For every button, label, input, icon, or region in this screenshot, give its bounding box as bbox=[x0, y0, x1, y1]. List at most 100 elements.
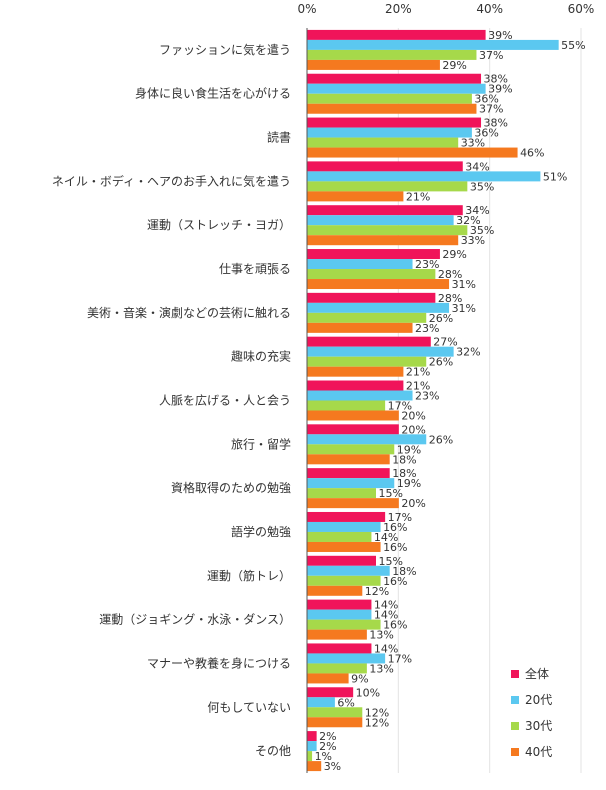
data-label: 35% bbox=[470, 224, 494, 237]
bar bbox=[307, 117, 482, 128]
bar bbox=[307, 761, 322, 772]
bar bbox=[307, 49, 477, 60]
data-label: 23% bbox=[415, 258, 439, 271]
bar bbox=[307, 585, 363, 596]
data-label: 23% bbox=[415, 322, 439, 335]
data-label: 20% bbox=[401, 410, 425, 423]
bar bbox=[307, 161, 463, 172]
bar bbox=[307, 565, 390, 576]
bar bbox=[307, 83, 486, 94]
bar bbox=[307, 697, 335, 708]
bars bbox=[307, 29, 559, 772]
data-label: 3% bbox=[324, 760, 341, 773]
bar bbox=[307, 488, 376, 499]
category-label: 身体に良い食生活を心がける bbox=[135, 86, 291, 101]
category-label: 運動（ジョギング・水泳・ダンス） bbox=[99, 612, 291, 627]
bar bbox=[307, 731, 317, 742]
bar bbox=[307, 302, 450, 313]
bar bbox=[307, 444, 395, 455]
data-label: 12% bbox=[365, 706, 389, 719]
bar bbox=[307, 225, 468, 236]
category-label: 運動（筋トレ） bbox=[207, 568, 291, 583]
bar bbox=[307, 29, 486, 40]
bar bbox=[307, 400, 386, 411]
legend: 全体 20代 30代 40代 bbox=[511, 666, 552, 759]
data-label: 34% bbox=[465, 204, 489, 217]
bar bbox=[307, 336, 431, 347]
legend-label: 全体 bbox=[525, 666, 549, 681]
data-label: 15% bbox=[379, 555, 403, 568]
bar bbox=[307, 531, 372, 542]
category-label: 何もしていない bbox=[207, 700, 291, 714]
bar bbox=[307, 103, 477, 114]
data-label: 26% bbox=[429, 312, 453, 325]
category-label: 語学の勉強 bbox=[231, 524, 291, 539]
category-label: マナーや教養を身につける bbox=[147, 655, 291, 670]
data-label: 18% bbox=[392, 467, 416, 480]
x-tick-label: 0% bbox=[297, 2, 316, 16]
data-label: 21% bbox=[406, 380, 430, 393]
data-label: 29% bbox=[442, 59, 466, 72]
data-label: 28% bbox=[438, 292, 462, 305]
data-label: 27% bbox=[433, 336, 457, 349]
data-label: 32% bbox=[456, 346, 480, 359]
data-label: 13% bbox=[369, 629, 393, 642]
data-label: 55% bbox=[561, 39, 585, 52]
data-label: 31% bbox=[452, 278, 476, 291]
data-label: 6% bbox=[337, 696, 354, 709]
data-label: 12% bbox=[365, 716, 389, 729]
bar bbox=[307, 269, 436, 280]
data-label: 33% bbox=[461, 137, 485, 150]
data-label: 16% bbox=[383, 541, 407, 554]
data-label: 19% bbox=[397, 443, 421, 456]
bar bbox=[307, 312, 427, 323]
bar bbox=[307, 619, 381, 630]
bar bbox=[307, 687, 354, 698]
bar bbox=[307, 39, 559, 50]
bar bbox=[307, 454, 390, 465]
data-label: 29% bbox=[442, 248, 466, 261]
bar bbox=[307, 249, 440, 260]
data-label: 14% bbox=[374, 609, 398, 622]
category-labels: ファッションに気を遣う身体に良い食生活を心がける読書ネイル・ボディ・ヘアのお手入… bbox=[52, 42, 291, 758]
bar bbox=[307, 653, 386, 664]
bar bbox=[307, 191, 404, 202]
bar bbox=[307, 93, 472, 104]
legend-swatch bbox=[511, 696, 519, 704]
legend-label: 30代 bbox=[525, 719, 552, 733]
x-tick-label: 40% bbox=[476, 2, 503, 16]
data-label: 17% bbox=[388, 511, 412, 524]
data-label: 37% bbox=[479, 103, 503, 116]
category-label: その他 bbox=[255, 744, 291, 758]
bar bbox=[307, 171, 541, 182]
category-label: 読書 bbox=[267, 130, 291, 145]
data-label: 20% bbox=[401, 423, 425, 436]
bar bbox=[307, 346, 454, 357]
bar bbox=[307, 468, 390, 479]
bar bbox=[307, 751, 313, 762]
data-label: 2% bbox=[319, 730, 336, 743]
data-label: 51% bbox=[543, 170, 567, 183]
data-label: 14% bbox=[374, 642, 398, 655]
bar bbox=[307, 673, 349, 684]
bar bbox=[307, 498, 399, 509]
bar bbox=[307, 235, 459, 246]
data-label: 18% bbox=[392, 453, 416, 466]
bar bbox=[307, 643, 372, 654]
x-axis-ticks: 0% 20% 40% 60% bbox=[297, 2, 594, 16]
data-label: 2% bbox=[319, 740, 336, 753]
bar bbox=[307, 73, 482, 84]
data-label: 1% bbox=[315, 750, 332, 763]
bar bbox=[307, 390, 413, 401]
data-label: 34% bbox=[465, 160, 489, 173]
category-label: ファッションに気を遣う bbox=[159, 42, 291, 57]
data-label: 9% bbox=[351, 672, 368, 685]
category-label: 人脈を広げる・人と会う bbox=[159, 394, 291, 408]
data-label: 38% bbox=[484, 73, 508, 86]
data-label: 39% bbox=[488, 29, 512, 42]
bar bbox=[307, 629, 367, 640]
bar bbox=[307, 292, 436, 303]
data-label: 31% bbox=[452, 302, 476, 315]
data-label: 36% bbox=[474, 93, 498, 106]
